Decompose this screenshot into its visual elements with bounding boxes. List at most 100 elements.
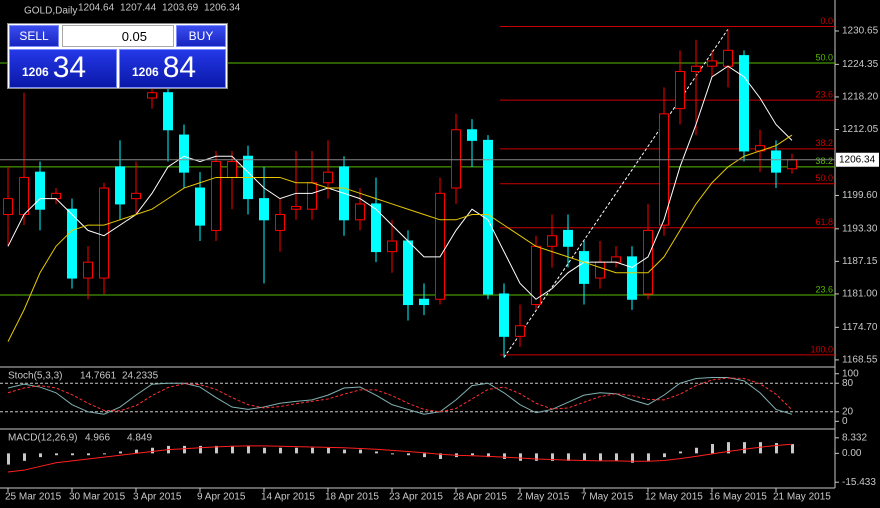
macd-bar bbox=[567, 453, 570, 461]
bid-box[interactable]: 1206 34 bbox=[9, 49, 117, 88]
macd-bar bbox=[727, 442, 730, 454]
candle-body bbox=[67, 208, 77, 279]
macd-bar bbox=[119, 451, 122, 454]
candle-body bbox=[419, 298, 429, 306]
indicator-title: Stoch(5,3,3) bbox=[8, 371, 62, 382]
macd-bar bbox=[663, 453, 666, 458]
candle-body bbox=[547, 235, 557, 247]
ask-box[interactable]: 1206 84 bbox=[119, 49, 226, 88]
candle-body bbox=[147, 92, 157, 99]
macd-bar bbox=[423, 453, 426, 458]
macd-bar bbox=[583, 453, 586, 461]
candle-body bbox=[515, 325, 525, 337]
candle-body bbox=[403, 240, 413, 306]
candle-body bbox=[739, 55, 749, 152]
candle-body bbox=[275, 214, 285, 231]
x-tick-label: 16 May 2015 bbox=[709, 492, 767, 503]
macd-bar bbox=[647, 453, 650, 461]
x-tick-label: 30 Mar 2015 bbox=[69, 492, 126, 503]
ask-small: 84 bbox=[162, 51, 197, 84]
candle-body bbox=[707, 60, 717, 67]
fibo-trendline bbox=[503, 28, 729, 358]
x-tick-label: 25 Mar 2015 bbox=[5, 492, 62, 503]
y-tick-label: 0.00 bbox=[842, 448, 862, 459]
buy-button[interactable]: BUY bbox=[176, 25, 226, 47]
readout-value: 1206.34 bbox=[204, 3, 241, 14]
candle-body bbox=[35, 171, 45, 210]
fibo-label: 38.2 bbox=[815, 156, 833, 166]
x-tick-label: 9 Apr 2015 bbox=[197, 492, 246, 503]
macd-bar bbox=[247, 445, 250, 454]
fibo-label: 38.2 bbox=[815, 138, 833, 148]
fibo-label: 50.0 bbox=[815, 52, 833, 62]
macd-bar bbox=[599, 453, 602, 461]
fibo-label: 100.0 bbox=[810, 344, 833, 354]
x-tick-label: 23 Apr 2015 bbox=[389, 492, 443, 503]
candle-body bbox=[387, 240, 397, 253]
macd-bar bbox=[359, 449, 362, 454]
macd-bar bbox=[311, 447, 314, 454]
y-tick-label: 1168.55 bbox=[842, 355, 878, 366]
lot-input[interactable]: 0.05 bbox=[62, 25, 174, 47]
last-price-box bbox=[836, 152, 879, 167]
y-tick-label: -15.433 bbox=[842, 477, 876, 488]
readout-value: 1203.69 bbox=[162, 3, 199, 14]
readout-value: 1207.44 bbox=[120, 3, 157, 14]
macd-bar bbox=[23, 453, 26, 461]
indicator-line bbox=[7, 65, 793, 300]
indicator-title: MACD(12,26,9) bbox=[8, 433, 77, 444]
macd-bar bbox=[199, 445, 202, 454]
macd-bar bbox=[743, 442, 746, 454]
macd-bar bbox=[343, 449, 346, 454]
y-tick-label: 0 bbox=[842, 416, 848, 427]
bid-big: 1206 bbox=[22, 65, 49, 79]
readout-value: 1204.64 bbox=[78, 3, 115, 14]
sell-button[interactable]: SELL bbox=[9, 25, 59, 47]
macd-bar bbox=[711, 444, 714, 454]
macd-bar bbox=[519, 453, 522, 461]
x-tick-label: 12 May 2015 bbox=[645, 492, 703, 503]
macd-bar bbox=[759, 442, 762, 454]
y-tick-label: 80 bbox=[842, 378, 854, 389]
candle-body bbox=[195, 187, 205, 226]
candle-body bbox=[563, 229, 573, 247]
y-tick-label: 100 bbox=[842, 368, 859, 379]
candle-body bbox=[595, 261, 605, 279]
indicator-line bbox=[7, 377, 793, 413]
macd-bar bbox=[535, 453, 538, 461]
candle-body bbox=[579, 251, 589, 284]
candle-body bbox=[467, 129, 477, 141]
macd-bar bbox=[327, 447, 330, 454]
candle-body bbox=[291, 206, 301, 210]
candle-body bbox=[659, 113, 669, 226]
y-tick-label: 1187.15 bbox=[842, 256, 878, 267]
macd-bar bbox=[87, 453, 90, 456]
candle-body bbox=[771, 150, 781, 173]
y-tick-label: 1181.00 bbox=[842, 289, 878, 300]
x-tick-label: 21 May 2015 bbox=[773, 492, 831, 503]
y-tick-label: 1199.60 bbox=[842, 190, 878, 201]
candle-body bbox=[371, 203, 381, 253]
candle-body bbox=[3, 198, 13, 216]
macd-bar bbox=[151, 447, 154, 454]
x-tick-label: 14 Apr 2015 bbox=[261, 492, 315, 503]
macd-bar bbox=[375, 451, 378, 454]
macd-bar bbox=[263, 447, 266, 454]
x-tick-label: 3 Apr 2015 bbox=[133, 492, 182, 503]
indicator-line bbox=[7, 377, 793, 415]
chart-title: GOLD,Daily bbox=[24, 6, 77, 17]
macd-bar bbox=[103, 453, 106, 455]
candle-body bbox=[227, 161, 237, 178]
candle-body bbox=[83, 261, 93, 279]
x-tick-label: 7 May 2015 bbox=[581, 492, 634, 503]
macd-bar bbox=[71, 453, 74, 456]
candle-body bbox=[259, 198, 269, 221]
y-tick-label: 1224.35 bbox=[842, 59, 879, 70]
macd-bar bbox=[7, 453, 10, 465]
macd-bar bbox=[503, 453, 506, 459]
y-tick-label: 1212.05 bbox=[842, 124, 879, 135]
candle-body bbox=[787, 159, 797, 170]
readout-value: 4.849 bbox=[127, 433, 152, 444]
candle-body bbox=[211, 161, 221, 231]
